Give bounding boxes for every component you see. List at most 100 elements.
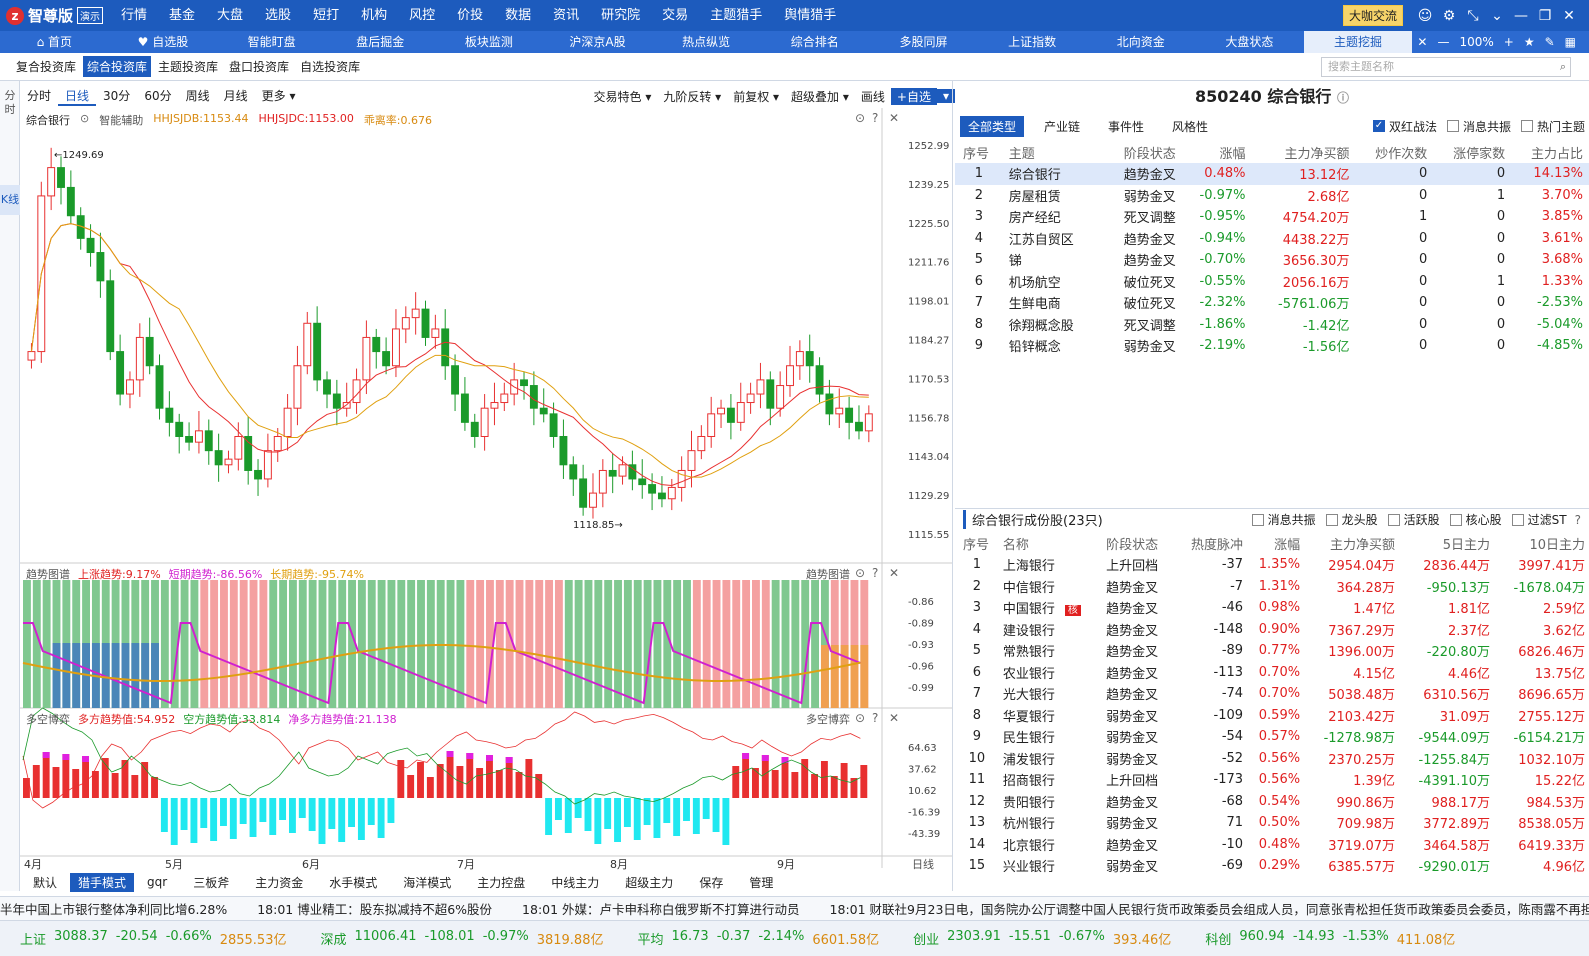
grid-icon[interactable]: ▦: [1564, 35, 1576, 49]
stock-row[interactable]: 5 常熟银行 趋势金叉 -89 0.77% 1396.00万 -220.80万 6826.46…: [955, 640, 1589, 662]
close-tab-icon[interactable]: ✕: [1417, 35, 1428, 49]
period-tab[interactable]: 分时: [27, 88, 52, 103]
menu-item[interactable]: 机构: [361, 8, 388, 23]
page-tab[interactable]: 北向资金: [1116, 35, 1165, 49]
filter-checkbox[interactable]: ✓ 双红战法: [1372, 118, 1437, 135]
minimize-icon[interactable]: —: [1514, 7, 1528, 24]
zoom-in-icon[interactable]: +: [1503, 35, 1514, 49]
menu-item[interactable]: 主题猎手: [710, 8, 763, 23]
col-header[interactable]: 10日主力: [1529, 537, 1585, 553]
menu-item[interactable]: 价投: [457, 8, 484, 23]
period-tab[interactable]: 60分: [144, 88, 172, 103]
indicator-tab[interactable]: 默认: [33, 875, 58, 890]
close-icon[interactable]: ✕: [1563, 7, 1575, 24]
stock-row[interactable]: 15 兴业银行 弱势金叉 -69 0.29% 6385.57万 -9290.01万 4.96亿: [955, 855, 1589, 877]
col-header[interactable]: 序号: [963, 146, 990, 162]
stock-row[interactable]: 4 建设银行 趋势金叉 -148 0.90% 7367.29万 2.37亿 3.62亿: [955, 619, 1589, 641]
filter-tab[interactable]: 全部类型: [960, 115, 1025, 137]
indicator-tab[interactable]: 主力资金: [255, 875, 304, 890]
page-tab[interactable]: 热点纵览: [682, 35, 731, 49]
menu-item[interactable]: 研究院: [601, 8, 641, 23]
col-header[interactable]: 炒作次数: [1375, 146, 1428, 162]
checkbox-icon[interactable]: [1511, 513, 1524, 526]
page-tab[interactable]: 盘后掘金: [356, 35, 405, 49]
chart-tool[interactable]: 超级叠加 ▾: [791, 89, 849, 104]
page-tab[interactable]: 智能盯盘: [247, 35, 296, 49]
library-tab[interactable]: 综合投资库: [83, 56, 152, 77]
help-icon[interactable]: ?: [1574, 512, 1581, 527]
news-item[interactable]: 18:01 外媒：卢卡申科称白俄罗斯不打算进行动员: [522, 902, 800, 917]
indicator-tab[interactable]: 中线主力: [551, 875, 600, 890]
theme-row[interactable]: 8 徐翔概念股 死叉调整 -1.86% -1.42亿 0 0 -5.04%: [955, 314, 1589, 336]
filter-checkbox[interactable]: 活跃股: [1387, 511, 1440, 528]
period-tab[interactable]: 30分: [103, 88, 131, 103]
indicator-tab[interactable]: 猎手模式: [70, 872, 135, 892]
stock-row[interactable]: 1 上海银行 上升回档 -37 1.35% 2954.04万 2836.44万 3997.41…: [955, 554, 1589, 576]
news-item[interactable]: 18:01 财联社9月23日电，国务院办公厅调整中国人民银行货币政策委员会组成人…: [829, 902, 1589, 917]
kline-chart[interactable]: 1252.99 1239.25 1225.50 1211.76 1198.01 1184.…: [20, 108, 952, 898]
search-icon[interactable]: ⌕: [1559, 60, 1566, 73]
stock-row[interactable]: 8 华夏银行 弱势金叉 -109 0.59% 2103.42万 31.09万 2755.12万: [955, 705, 1589, 727]
chevron-down-icon[interactable]: ⌄: [1491, 7, 1503, 24]
chart-tool[interactable]: 画线: [860, 89, 885, 104]
col-header[interactable]: 序号: [963, 537, 990, 553]
index-quote[interactable]: 科创 960.94 -14.93 -1.53% 411.08亿: [1205, 929, 1455, 948]
checkbox-icon[interactable]: [1325, 513, 1338, 526]
index-quote[interactable]: 上证 3088.37 -20.54 -0.66% 2855.53亿: [20, 929, 286, 948]
col-header[interactable]: 阶段状态: [1106, 537, 1159, 553]
news-item[interactable]: 18:01 博业精工：股东拟减持不超6%股份: [257, 902, 493, 917]
filter-tab[interactable]: 事件性: [1108, 119, 1145, 134]
menu-item[interactable]: 风控: [409, 8, 436, 23]
period-tab[interactable]: 周线: [185, 88, 210, 103]
index-quote[interactable]: 深成 11006.41 -108.01 -0.97% 3819.88亿: [320, 929, 603, 948]
page-tab[interactable]: 多股同屏: [899, 35, 948, 49]
stock-row[interactable]: 6 农业银行 趋势金叉 -113 0.70% 4.15亿 4.46亿 13.75亿: [955, 662, 1589, 684]
theme-search-input[interactable]: 搜索主题名称 ⌕: [1321, 57, 1571, 77]
filter-tab[interactable]: 产业链: [1044, 119, 1081, 134]
period-tab[interactable]: 月线: [223, 88, 248, 103]
library-tab[interactable]: 自选投资库: [300, 60, 361, 74]
page-tab[interactable]: 综合排名: [790, 35, 839, 49]
filter-checkbox[interactable]: 核心股: [1449, 511, 1502, 528]
theme-row[interactable]: 6 机场航空 破位死叉 -0.55% 2056.16万 0 1 1.33%: [955, 271, 1589, 293]
filter-tab[interactable]: 风格性: [1172, 119, 1209, 134]
page-tab[interactable]: ♥ 自选股: [137, 35, 189, 49]
col-header[interactable]: 涨停家数: [1453, 146, 1506, 162]
theme-row[interactable]: 2 房屋租赁 弱势金叉 -0.97% 2.68亿 0 1 3.70%: [955, 185, 1589, 207]
chart-tool[interactable]: 前复权 ▾: [733, 89, 780, 104]
library-tab[interactable]: 主题投资库: [158, 60, 219, 74]
menu-item[interactable]: 数据: [505, 8, 532, 23]
page-tab[interactable]: 板块监测: [464, 35, 513, 49]
menu-item[interactable]: 选股: [265, 8, 292, 23]
chart-tool[interactable]: +自选: [890, 87, 937, 105]
star-icon[interactable]: ★: [1523, 35, 1535, 49]
stock-row[interactable]: 13 杭州银行 弱势金叉 71 0.50% 709.98万 3772.89万 8538.05万: [955, 812, 1589, 834]
theme-row[interactable]: 1 综合银行 趋势金叉 0.48% 13.12亿 0 0 14.13%: [955, 163, 1589, 185]
legend-assist[interactable]: 智能辅助: [99, 114, 144, 127]
filter-checkbox[interactable]: 热门主题: [1520, 118, 1585, 135]
theme-row[interactable]: 3 房产经纪 死叉调整 -0.95% 4754.20万 1 0 3.85%: [955, 206, 1589, 228]
stock-row[interactable]: 7 光大银行 趋势金叉 -74 0.70% 5038.48万 6310.56万 8696.65…: [955, 683, 1589, 705]
stock-row[interactable]: 2 中信银行 趋势金叉 -7 1.31% 364.28万 -950.13万 -1678.04万: [955, 576, 1589, 598]
stock-row[interactable]: 11 招商银行 上升回档 -173 0.56% 1.39亿 -4391.10万 15.22亿: [955, 769, 1589, 791]
stock-row[interactable]: 12 贵阳银行 趋势金叉 -68 0.54% 990.86万 988.17万 984.53万: [955, 791, 1589, 813]
stock-row[interactable]: 10 浦发银行 弱势金叉 -52 0.56% 2370.25万 -1255.84万 1032.…: [955, 748, 1589, 770]
col-header[interactable]: 涨幅: [1274, 537, 1301, 553]
col-header[interactable]: 主力净买额: [1284, 146, 1350, 162]
user-icon[interactable]: ☺: [1417, 7, 1433, 24]
stock-row[interactable]: 14 北京银行 趋势金叉 -10 0.48% 3719.07万 3464.58万 6419.3…: [955, 834, 1589, 856]
pen-icon[interactable]: ✎: [1544, 35, 1555, 49]
add-dropdown-icon[interactable]: ▾: [936, 89, 955, 103]
indicator-tab[interactable]: 海洋模式: [403, 875, 452, 890]
library-tab[interactable]: 盘口投资库: [229, 60, 290, 74]
index-quote[interactable]: 平均 16.73 -0.37 -2.14% 6601.58亿: [637, 929, 879, 948]
menu-item[interactable]: 大盘: [217, 8, 244, 23]
indicator-tab[interactable]: 保存: [699, 875, 724, 890]
filter-checkbox[interactable]: 消息共振: [1446, 118, 1511, 135]
news-item[interactable]: 半年中国上市银行整体净利同比增6.28%: [0, 902, 228, 917]
page-tab[interactable]: 沪深京A股: [569, 35, 626, 49]
page-tab[interactable]: ⌂ 首页: [36, 35, 73, 49]
filter-checkbox[interactable]: 过滤ST: [1511, 511, 1567, 528]
settings-icon[interactable]: ⚙: [1442, 7, 1456, 24]
menu-item[interactable]: 行情: [121, 8, 148, 23]
